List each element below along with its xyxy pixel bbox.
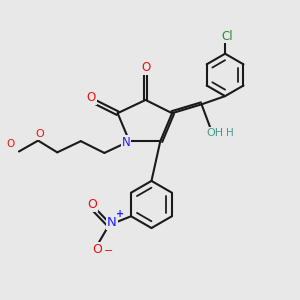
Text: O: O [87,198,97,211]
Text: O: O [86,92,96,104]
Text: +: + [116,209,124,219]
Text: O: O [7,139,15,149]
Text: OH: OH [206,128,223,138]
Text: Cl: Cl [221,30,233,43]
Text: O: O [141,61,150,74]
Text: O: O [35,129,44,139]
Text: N: N [107,216,117,229]
Text: N: N [122,136,130,149]
Text: H: H [226,128,233,138]
Text: O: O [92,243,102,256]
Text: −: − [104,246,114,256]
